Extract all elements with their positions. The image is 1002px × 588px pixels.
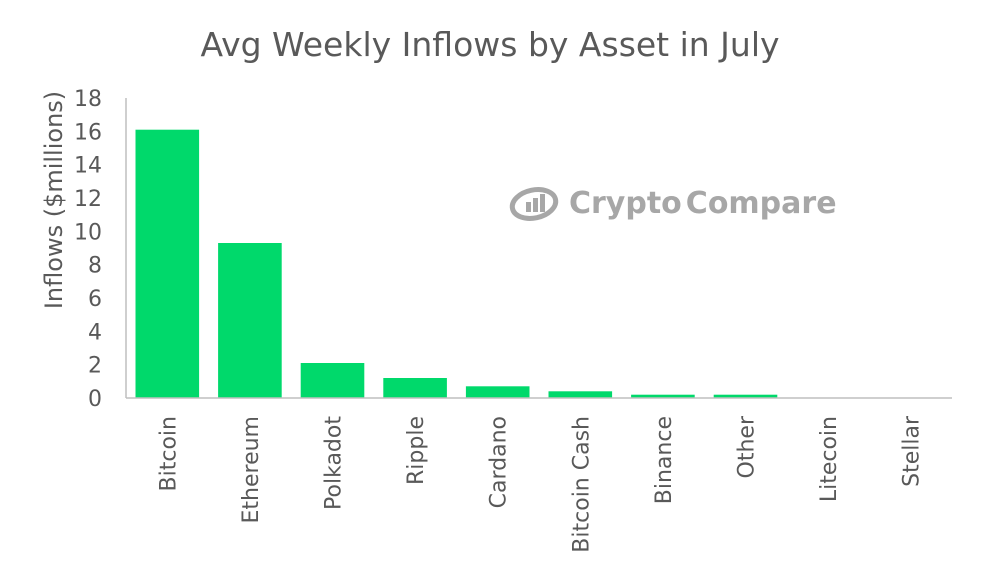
cryptocompare-logo-icon bbox=[509, 187, 559, 221]
x-tick-label: Binance bbox=[652, 416, 677, 504]
bar-cardano bbox=[465, 386, 530, 398]
bar-bitcoin bbox=[135, 129, 200, 398]
y-axis-label: Inflows ($millions) bbox=[40, 91, 68, 309]
bar-bitcoin-cash bbox=[548, 391, 613, 398]
x-tick-label: Stellar bbox=[900, 415, 925, 487]
x-tick-label: Ripple bbox=[404, 416, 429, 485]
watermark-text-right: Compare bbox=[686, 186, 837, 221]
x-tick-label: Bitcoin bbox=[156, 416, 181, 491]
y-tick-label: 10 bbox=[74, 220, 102, 245]
watermark-text-left: Crypto bbox=[569, 186, 682, 221]
watermark-text: Crypto Compare bbox=[569, 186, 837, 221]
y-tick-label: 14 bbox=[74, 154, 102, 179]
y-tick-label: 0 bbox=[88, 387, 102, 412]
y-tick-label: 12 bbox=[74, 187, 102, 212]
bar-ripple bbox=[383, 378, 447, 398]
y-tick-label: 2 bbox=[88, 354, 102, 379]
y-tick-label: 8 bbox=[88, 254, 102, 279]
bar-ethereum bbox=[218, 243, 282, 398]
y-tick-label: 6 bbox=[88, 287, 102, 312]
x-tick-label: Litecoin bbox=[817, 416, 842, 502]
watermark: Crypto Compare bbox=[509, 186, 837, 221]
axes bbox=[125, 98, 952, 399]
bars bbox=[135, 129, 778, 398]
x-tick-labels: Bitcoin Ethereum Polkadot Ripple Cardano Bitc… bbox=[156, 415, 924, 553]
y-tick-label: 16 bbox=[74, 120, 102, 145]
x-tick-label: Ethereum bbox=[239, 416, 264, 523]
chart-title: Avg Weekly Inflows by Asset in July bbox=[200, 25, 779, 64]
x-tick-label: Polkadot bbox=[322, 416, 347, 510]
x-tick-label: Bitcoin Cash bbox=[569, 416, 594, 553]
x-tick-label: Other bbox=[735, 415, 760, 478]
bar-polkadot bbox=[300, 363, 365, 398]
bar-other bbox=[713, 394, 778, 398]
y-tick-label: 18 bbox=[74, 87, 102, 112]
x-tick-label: Cardano bbox=[487, 416, 512, 508]
bar-binance bbox=[631, 394, 695, 398]
y-tick-labels: 0 2 4 6 8 10 12 14 16 18 bbox=[74, 87, 102, 412]
y-tick-label: 4 bbox=[88, 320, 102, 345]
